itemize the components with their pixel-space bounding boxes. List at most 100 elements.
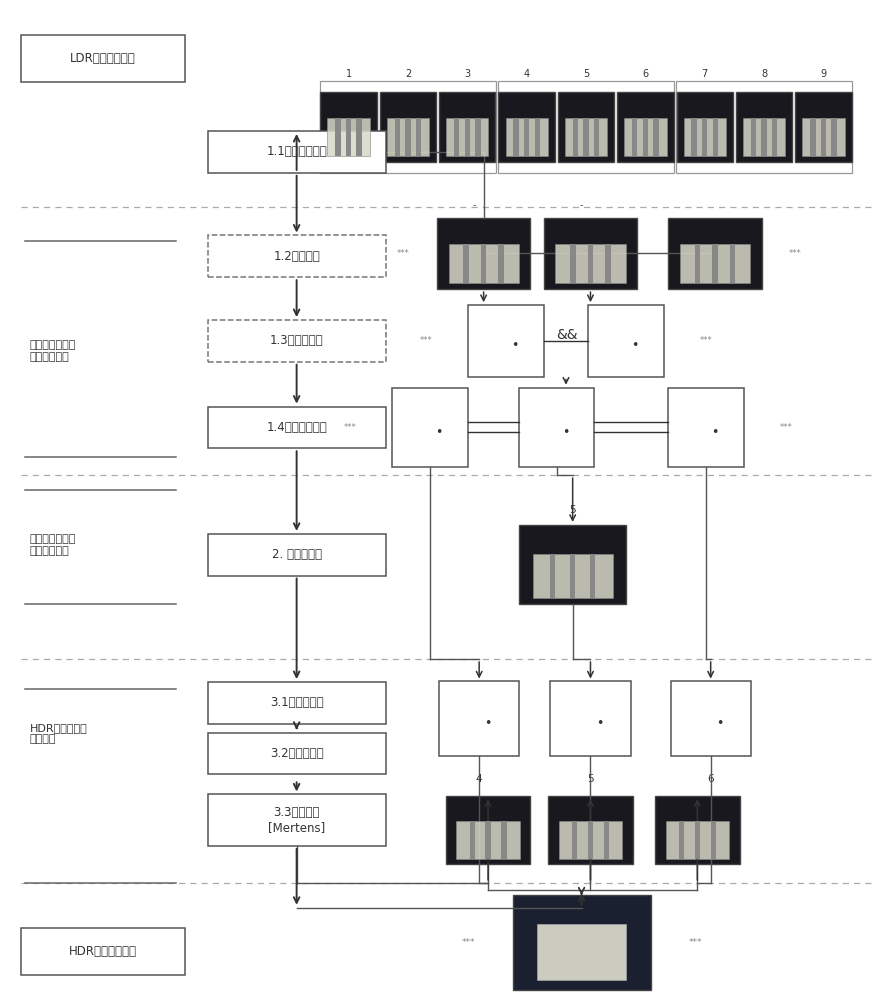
Text: 5: 5 [583,69,590,79]
Bar [463,244,469,283]
Text: •: • [485,717,492,730]
Bar [208,794,385,846]
Bar [594,118,599,156]
Bar [535,118,540,156]
Bar [653,118,659,156]
Bar [498,81,674,173]
Bar [357,118,362,156]
Bar [208,131,385,173]
Bar [456,821,520,859]
Bar [642,118,648,156]
Bar [617,92,674,162]
Bar [208,407,385,448]
Bar [513,118,519,156]
Text: HDR曝光图像序列: HDR曝光图像序列 [69,945,137,958]
Bar [633,118,637,156]
Bar [572,821,577,859]
Bar [743,118,785,156]
Text: 3: 3 [464,69,470,79]
Bar [666,821,729,859]
Bar [772,118,778,156]
Bar [544,218,637,289]
Text: &&: && [556,328,577,342]
Bar [498,92,555,162]
Bar [583,118,589,156]
Bar [335,118,340,156]
Bar [670,681,751,756]
Bar [564,118,607,156]
Bar [532,554,613,598]
Bar [802,118,845,156]
Text: •: • [632,339,639,352]
Bar [475,118,480,156]
Bar [468,305,544,377]
Bar [346,118,351,156]
Bar [558,92,615,162]
Bar [486,821,491,859]
Text: 3.2权重图调整: 3.2权重图调整 [270,747,323,760]
Bar [684,118,726,156]
Text: 7: 7 [702,69,708,79]
Bar [676,81,852,173]
Bar [679,821,685,859]
Bar [416,118,421,156]
Text: •: • [511,339,519,352]
Text: -: - [580,200,583,210]
Text: 4: 4 [476,774,482,784]
Bar [625,118,667,156]
Text: 1.3位图差评估: 1.3位图差评估 [270,334,323,347]
Bar [208,733,385,774]
Text: 2. 参考帧选择: 2. 参考帧选择 [271,548,322,561]
Text: ***: *** [780,423,793,432]
Text: •: • [711,426,719,439]
Bar [208,682,385,724]
Text: 5: 5 [569,505,576,515]
Bar [498,244,504,283]
Bar [810,118,815,156]
Text: •: • [596,717,603,730]
Bar [694,821,700,859]
Bar [465,118,470,156]
Text: 3.1权重图评估: 3.1权重图评估 [270,696,323,709]
Bar [454,118,460,156]
Text: 1.2图像配准: 1.2图像配准 [273,250,320,263]
Bar [604,821,609,859]
Bar [702,118,708,156]
Bar [387,118,429,156]
Bar [405,118,410,156]
Text: •: • [716,717,723,730]
Bar [505,118,547,156]
Bar [520,525,626,604]
Bar [524,118,530,156]
Text: 5: 5 [587,774,594,784]
Bar [208,534,385,576]
Bar [449,244,519,283]
Bar [446,796,530,864]
Text: ***: *** [461,938,475,947]
Bar [676,92,733,162]
Bar [570,554,575,598]
Bar [208,320,385,362]
Bar [392,388,468,467]
Bar [680,244,750,283]
Bar [796,92,852,162]
Text: •: • [562,426,569,439]
Bar [513,895,650,990]
Text: 8: 8 [761,69,767,79]
Text: 3.3曝光融合
[Mertens]: 3.3曝光融合 [Mertens] [268,806,325,834]
Text: ***: *** [419,336,432,345]
Text: 鬼影移除方法：
保持物体运动: 鬼影移除方法： 保持物体运动 [30,534,76,556]
Bar [573,118,578,156]
Bar [712,244,718,283]
Bar [437,218,530,289]
Bar [470,821,475,859]
Bar [556,244,625,283]
Bar [712,118,718,156]
Text: ***: *** [788,249,802,258]
Bar [327,118,370,156]
Bar [831,118,837,156]
Bar [606,244,611,283]
Bar [559,821,622,859]
Bar [548,796,633,864]
Text: HDR生成方法：
曝光融合: HDR生成方法： 曝光融合 [30,723,87,744]
